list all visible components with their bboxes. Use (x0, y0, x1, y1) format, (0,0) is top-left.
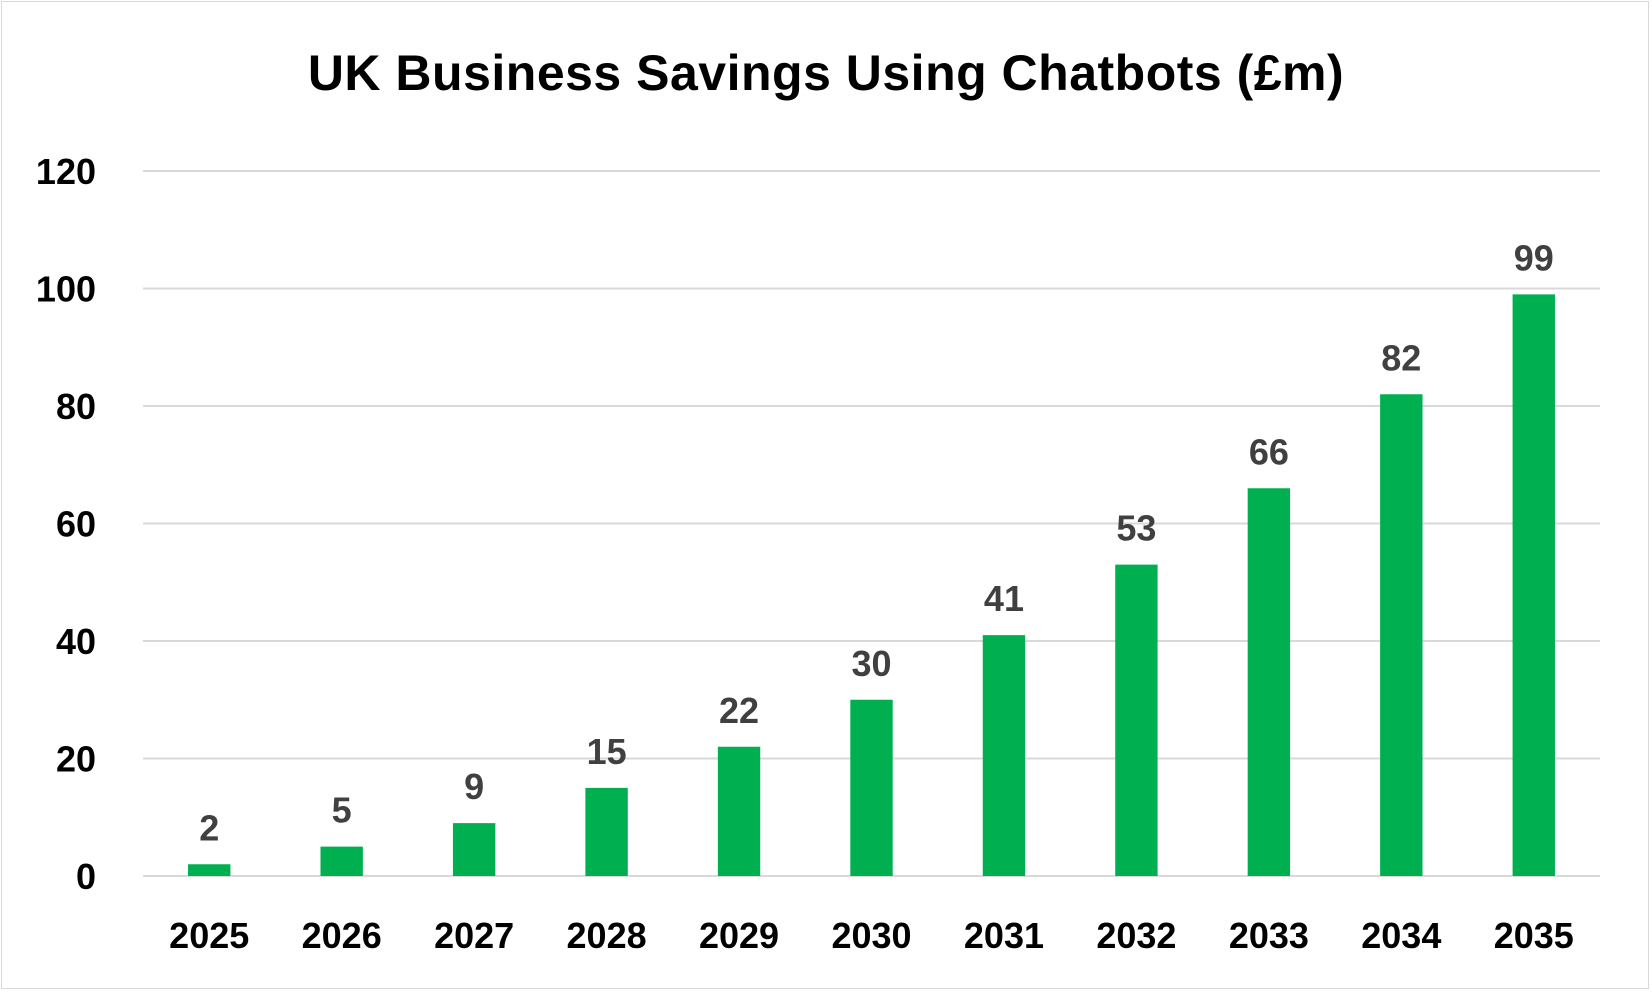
bar (1247, 488, 1291, 876)
bars (188, 294, 1555, 876)
gridlines (143, 170, 1600, 877)
bar (452, 823, 496, 876)
x-tick-label: 2031 (964, 915, 1044, 956)
bar (585, 787, 628, 876)
bar (1380, 394, 1423, 876)
y-tick-label: 60 (56, 504, 96, 545)
x-tick-label: 2034 (1361, 915, 1441, 956)
x-tick-label: 2032 (1096, 915, 1176, 956)
y-tick-label: 120 (36, 151, 96, 192)
data-label: 41 (984, 578, 1024, 619)
x-tick-label: 2027 (434, 915, 514, 956)
data-labels: 2 5 9 15 22 30 41 53 66 82 99 (199, 237, 1554, 848)
data-label: 66 (1249, 431, 1289, 472)
x-tick-label: 2035 (1494, 915, 1574, 956)
data-label: 15 (587, 731, 627, 772)
y-tick-label: 40 (56, 621, 96, 662)
data-label: 82 (1381, 337, 1421, 378)
x-tick-label: 2028 (567, 915, 647, 956)
x-tick-label: 2029 (699, 915, 779, 956)
chart-title: UK Business Savings Using Chatbots (£m) (307, 45, 1345, 101)
data-label: 22 (719, 690, 759, 731)
x-tick-label: 2025 (169, 915, 249, 956)
data-label: 9 (464, 766, 484, 807)
data-label: 30 (851, 643, 891, 684)
data-label: 2 (199, 807, 219, 848)
x-axis-ticks: 2025 2026 2027 2028 2029 2030 2031 2032 2033 2034… (169, 915, 1574, 956)
y-tick-label: 20 (56, 739, 96, 780)
data-label: 99 (1514, 237, 1554, 278)
y-tick-label: 0 (76, 856, 96, 897)
bar (320, 846, 363, 876)
x-tick-label: 2033 (1229, 915, 1309, 956)
bar (1115, 564, 1158, 876)
y-tick-label: 100 (36, 269, 96, 310)
data-label: 53 (1116, 508, 1156, 549)
x-tick-label: 2030 (831, 915, 911, 956)
bar (188, 864, 231, 876)
bar (850, 699, 893, 876)
bar (982, 635, 1026, 876)
bar (717, 746, 761, 876)
data-label: 5 (332, 790, 352, 831)
y-axis-ticks: 0 20 40 60 80 100 120 (36, 151, 96, 897)
y-tick-label: 80 (56, 386, 96, 427)
x-tick-label: 2026 (302, 915, 382, 956)
bar (1512, 294, 1555, 876)
